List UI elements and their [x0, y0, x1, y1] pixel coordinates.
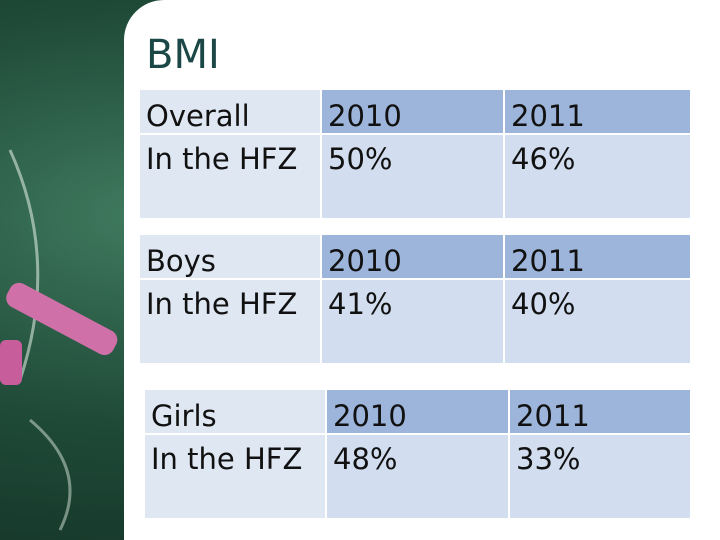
header-cell: Boys: [140, 235, 320, 278]
header-cell: 2011: [510, 390, 690, 433]
table-cell: 40%: [505, 280, 690, 363]
table-cell: 41%: [322, 280, 503, 363]
table-cell: In the HFZ: [140, 280, 320, 363]
header-cell: 2010: [322, 90, 503, 133]
header-cell: Girls: [145, 390, 325, 433]
chalkboard-art: [0, 149, 118, 531]
table-cell: 50%: [322, 135, 503, 218]
header-cell: 2010: [327, 390, 508, 433]
table-cell: 33%: [510, 435, 690, 518]
table-cell: In the HFZ: [140, 135, 320, 218]
header-cell: 2010: [322, 235, 503, 278]
header-cell: Overall: [140, 90, 320, 133]
header-cell: 2011: [505, 90, 690, 133]
table-cell: 46%: [505, 135, 690, 218]
header-cell: 2011: [505, 235, 690, 278]
slide-title: BMI: [146, 32, 220, 78]
table-cell: 48%: [327, 435, 508, 518]
table-cell: In the HFZ: [145, 435, 325, 518]
